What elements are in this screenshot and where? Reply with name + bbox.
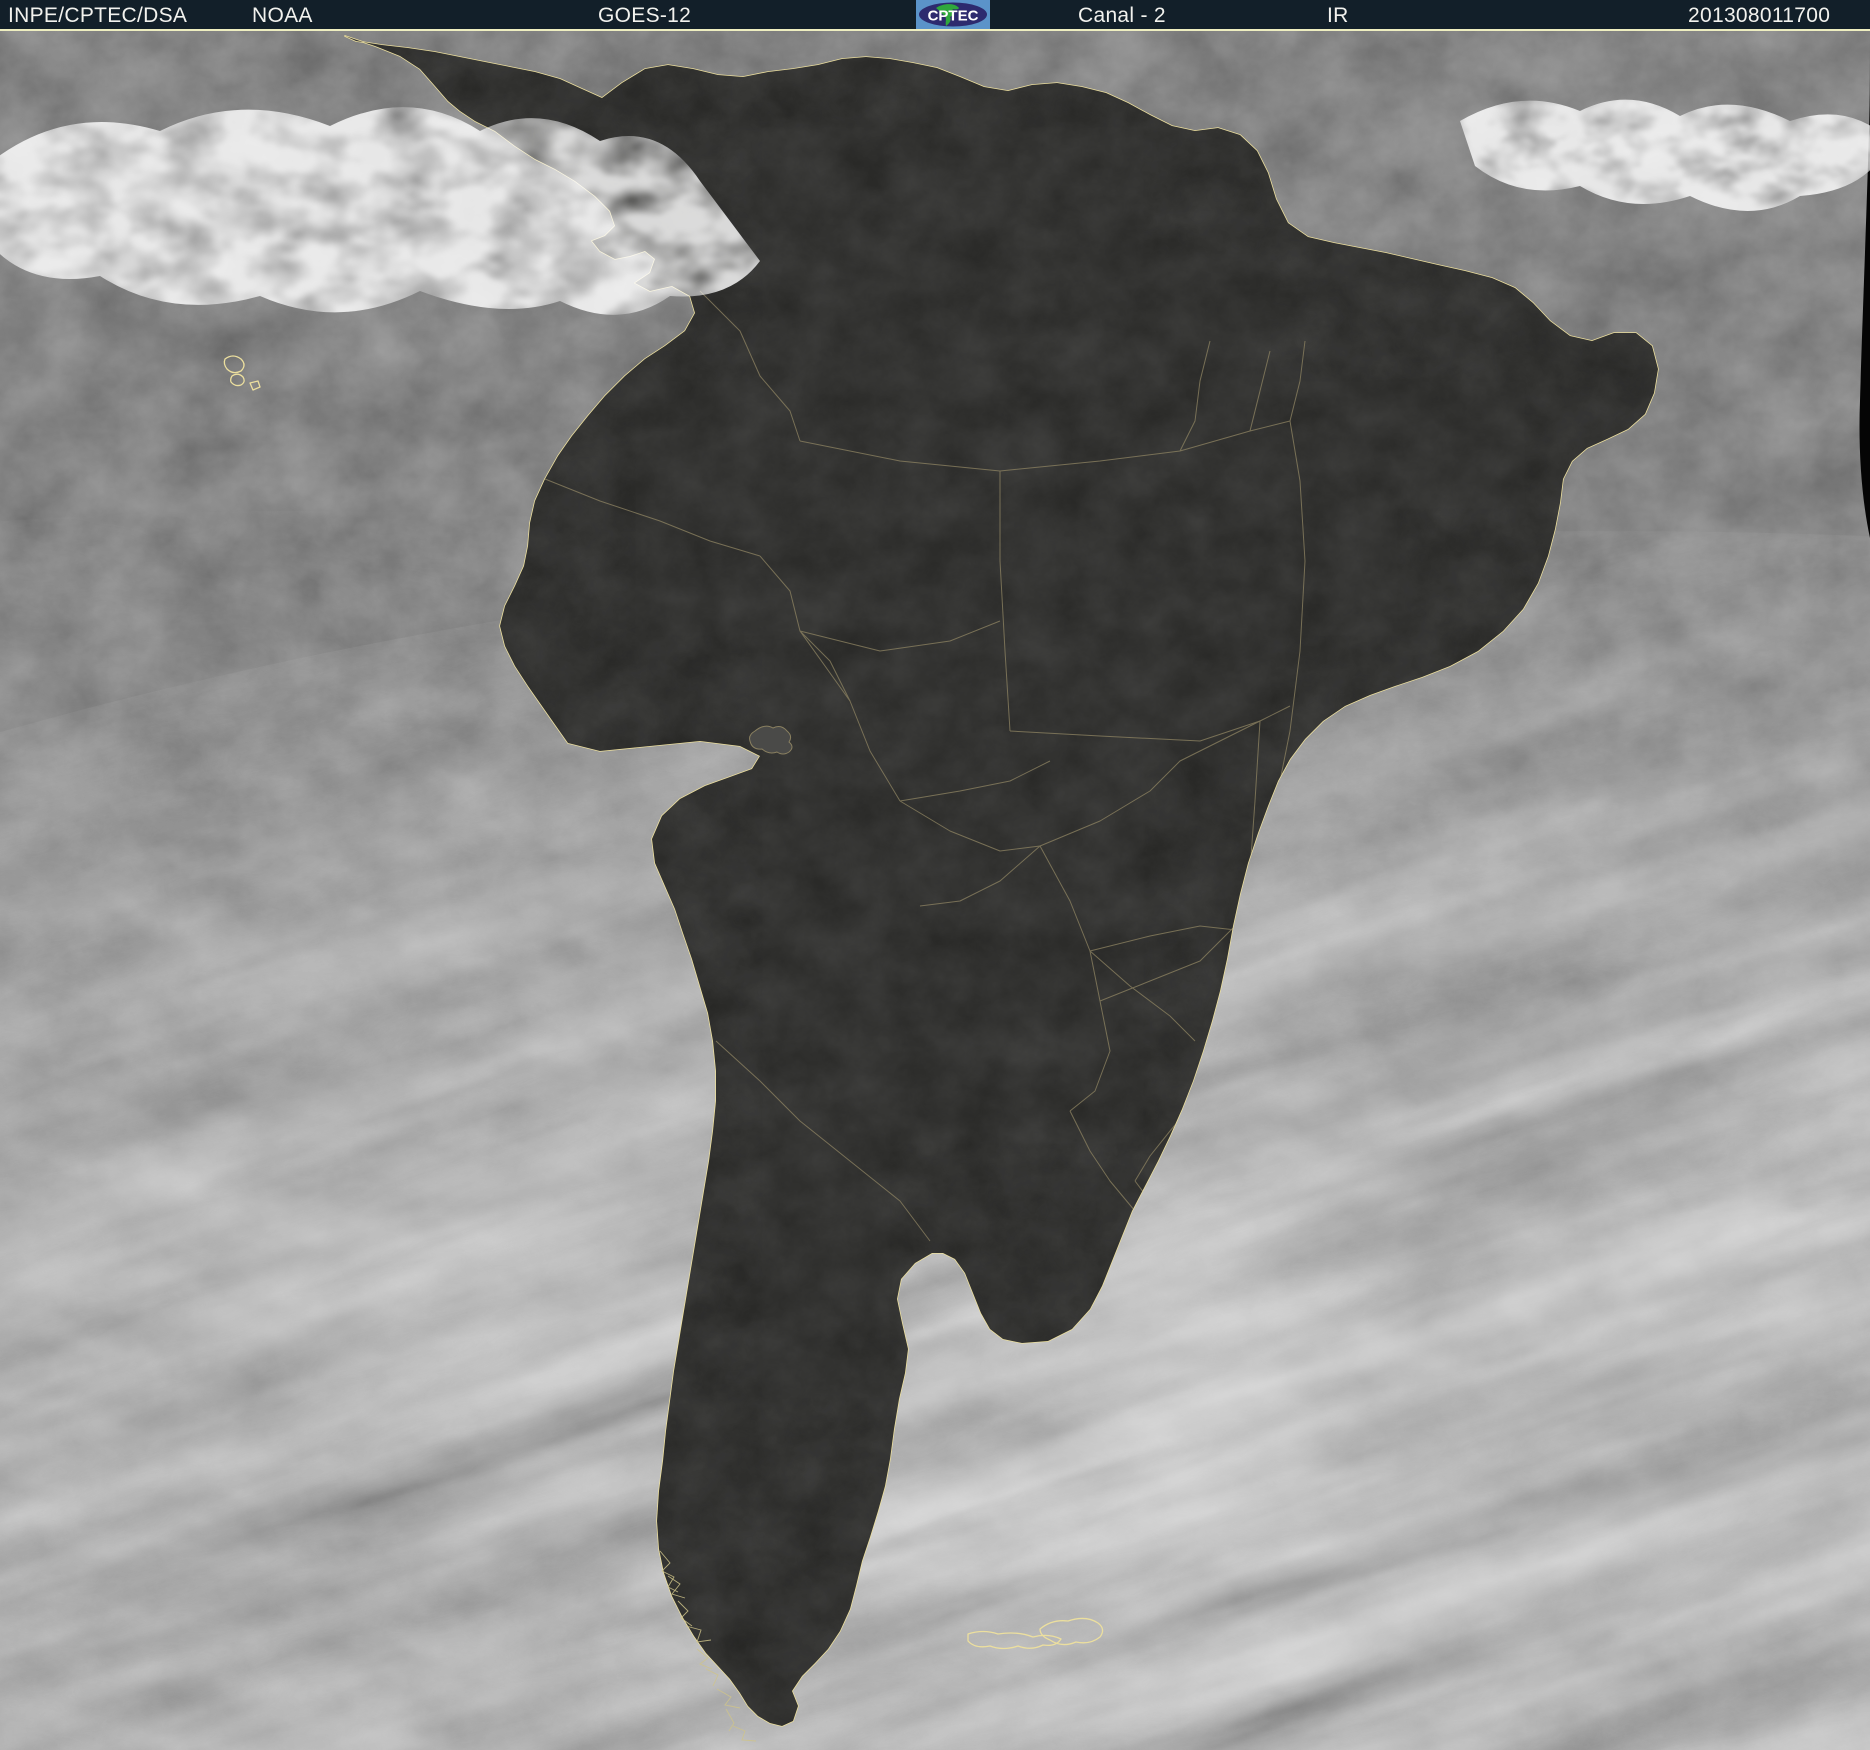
svg-text:CPTEC: CPTEC xyxy=(928,8,979,25)
